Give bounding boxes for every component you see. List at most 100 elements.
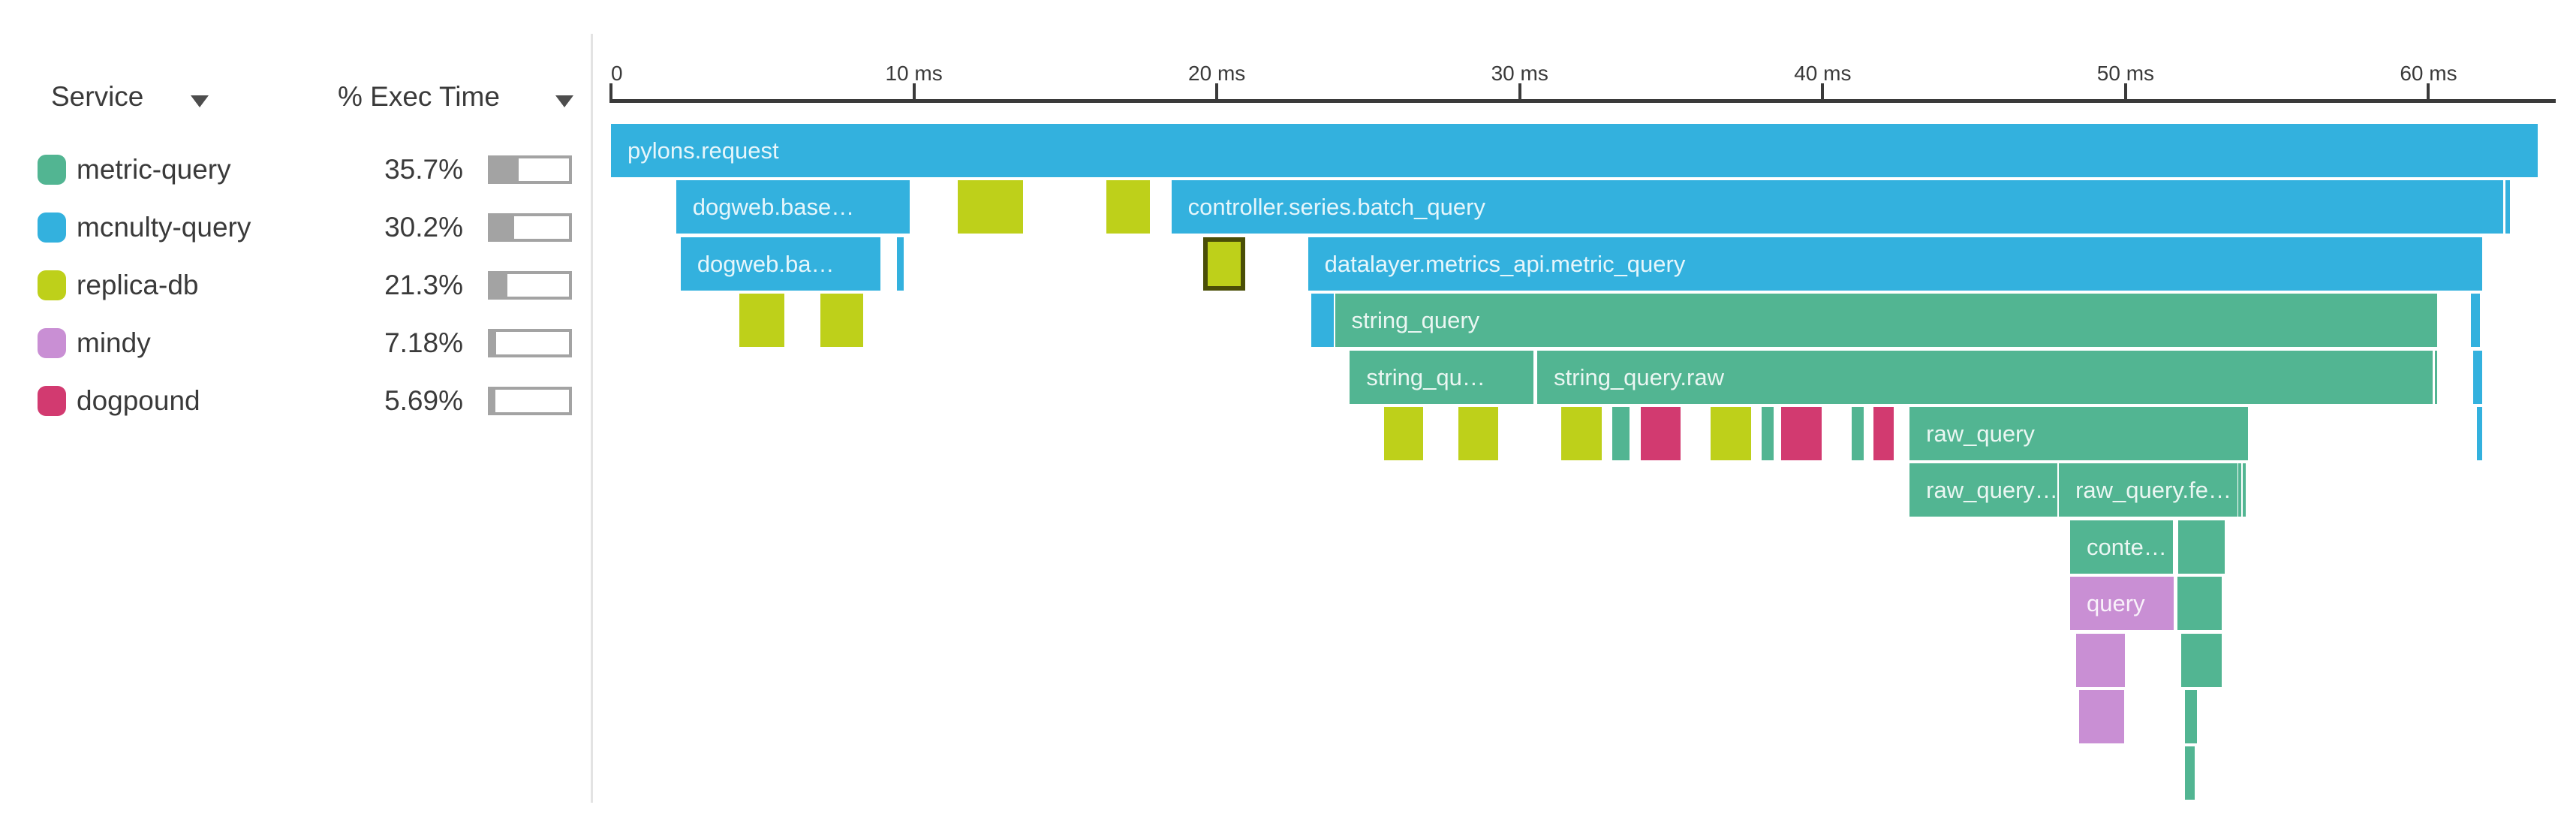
sort-arrow-icon[interactable] bbox=[191, 95, 209, 107]
axis-tick-mark bbox=[1821, 83, 1825, 103]
axis-tick-mark bbox=[1518, 83, 1521, 103]
flame-span[interactable] bbox=[1852, 407, 1864, 460]
flame-span[interactable] bbox=[1781, 407, 1822, 460]
service-row-mindy[interactable]: mindy 7.18% bbox=[0, 327, 591, 385]
column-header-service[interactable]: Service bbox=[51, 81, 144, 112]
flame-span[interactable] bbox=[896, 237, 904, 291]
flame-span[interactable] bbox=[1873, 407, 1894, 460]
service-color-swatch bbox=[38, 328, 66, 358]
axis-tick-mark bbox=[1215, 83, 1219, 103]
flame-span[interactable] bbox=[1612, 407, 1630, 460]
flame-span[interactable] bbox=[1711, 407, 1752, 460]
flame-span[interactable] bbox=[1384, 407, 1424, 460]
flame-row: dogweb.ba… datalayer.metrics_api.metric_q… bbox=[611, 237, 2556, 291]
flame-span-controller.series.batch_query[interactable]: controller.series.batch_query bbox=[1171, 180, 2503, 234]
flame-span-pylons.request[interactable]: pylons.request bbox=[611, 124, 2538, 177]
exec-time-gauge bbox=[488, 213, 572, 242]
flame-span[interactable] bbox=[1561, 407, 1602, 460]
service-panel: Service % Exec Time metric-query 35.7% mcn… bbox=[0, 0, 591, 838]
gauge-fill bbox=[491, 158, 519, 181]
flame-span[interactable] bbox=[2076, 633, 2126, 687]
gauge-fill bbox=[491, 216, 515, 239]
service-exec-time-value: 5.69% bbox=[384, 385, 463, 416]
flame-row: string_qu… string_query.raw bbox=[611, 350, 2556, 404]
service-exec-time-value: 30.2% bbox=[384, 212, 463, 243]
axis-tick-mark bbox=[609, 83, 612, 103]
flame-span[interactable] bbox=[2472, 350, 2482, 404]
flame-span[interactable] bbox=[2177, 577, 2222, 631]
flame-span-raw_query.fe[interactable]: raw_query.fe… bbox=[2059, 463, 2237, 517]
flame-span[interactable] bbox=[2476, 407, 2482, 460]
axis-tick-label: 40 ms bbox=[1794, 62, 1852, 85]
flame-row bbox=[611, 690, 2556, 743]
service-color-swatch bbox=[38, 270, 66, 300]
service-row-replica-db[interactable]: replica-db 21.3% bbox=[0, 270, 591, 327]
service-name: mindy bbox=[77, 327, 151, 358]
flame-span-raw_query[interactable]: raw_query… bbox=[1909, 463, 2058, 517]
flame-span[interactable] bbox=[2180, 633, 2222, 687]
flame-row bbox=[611, 746, 2556, 800]
axis-tick-label: 30 ms bbox=[1491, 62, 1548, 85]
flame-row bbox=[611, 633, 2556, 687]
exec-time-gauge bbox=[488, 329, 572, 357]
flame-span[interactable] bbox=[2470, 294, 2480, 348]
flame-span-dogweb.ba[interactable]: dogweb.ba… bbox=[680, 237, 880, 291]
flame-span[interactable] bbox=[739, 294, 784, 348]
axis-tick-label: 60 ms bbox=[2400, 62, 2457, 85]
flame-span[interactable] bbox=[2185, 690, 2197, 743]
sort-arrow-icon[interactable] bbox=[555, 95, 573, 107]
flame-span[interactable] bbox=[2185, 746, 2195, 800]
service-name: metric-query bbox=[77, 154, 231, 185]
flame-graph: 0 10 ms 20 ms 30 ms 40 ms 50 ms 60 ms pylons.r… bbox=[609, 0, 2556, 838]
service-name: dogpound bbox=[77, 385, 200, 416]
service-exec-time-value: 35.7% bbox=[384, 154, 463, 185]
column-header-exec-time[interactable]: % Exec Time bbox=[338, 81, 500, 112]
flame-span[interactable] bbox=[1202, 237, 1246, 291]
axis-tick-mark bbox=[2427, 83, 2430, 103]
flame-row: string_query bbox=[611, 294, 2556, 348]
flame-span[interactable] bbox=[1762, 407, 1774, 460]
axis-tick-mark bbox=[912, 83, 916, 103]
flame-span-datalayer.metrics_api.metric_query[interactable]: datalayer.metrics_api.metric_query bbox=[1308, 237, 2482, 291]
gauge-fill bbox=[491, 274, 508, 297]
flame-row: raw_query… raw_query.fe… bbox=[611, 463, 2556, 517]
service-row-metric-query[interactable]: metric-query 35.7% bbox=[0, 154, 591, 212]
flame-span[interactable] bbox=[957, 180, 1023, 234]
axis-tick-label: 20 ms bbox=[1188, 62, 1246, 85]
flame-span[interactable] bbox=[2079, 690, 2124, 743]
flame-span-query[interactable]: query bbox=[2070, 577, 2174, 631]
flame-span-string_query.raw[interactable]: string_query.raw bbox=[1537, 350, 2433, 404]
flame-span[interactable] bbox=[2242, 463, 2246, 517]
flame-span-string_query[interactable]: string_query bbox=[1335, 294, 2437, 348]
service-row-mcnulty-query[interactable]: mcnulty-query 30.2% bbox=[0, 212, 591, 270]
flame-span[interactable] bbox=[2505, 180, 2510, 234]
axis-tick-label: 10 ms bbox=[885, 62, 943, 85]
flame-span[interactable] bbox=[820, 294, 863, 348]
flame-span[interactable] bbox=[1311, 294, 1334, 348]
service-color-swatch bbox=[38, 213, 66, 243]
axis-tick-mark bbox=[2123, 83, 2127, 103]
service-exec-time-value: 21.3% bbox=[384, 270, 463, 300]
flame-row: raw_query bbox=[611, 407, 2556, 460]
flame-row: conte… bbox=[611, 520, 2556, 574]
flame-span[interactable] bbox=[1641, 407, 1681, 460]
panel-divider bbox=[591, 34, 593, 803]
flame-span-conte[interactable]: conte… bbox=[2070, 520, 2173, 574]
flame-span-string_qu[interactable]: string_qu… bbox=[1350, 350, 1534, 404]
flame-row: dogweb.base… controller.series.batch_quer… bbox=[611, 180, 2556, 234]
exec-time-gauge bbox=[488, 155, 572, 184]
service-exec-time-value: 7.18% bbox=[384, 327, 463, 358]
flame-span-raw_query[interactable]: raw_query bbox=[1909, 407, 2248, 460]
flame-row: pylons.request bbox=[611, 124, 2556, 177]
flame-span[interactable] bbox=[2434, 350, 2437, 404]
service-row-dogpound[interactable]: dogpound 5.69% bbox=[0, 385, 591, 443]
flame-span[interactable] bbox=[2237, 463, 2241, 517]
flame-span[interactable] bbox=[1106, 180, 1150, 234]
flame-span[interactable] bbox=[1458, 407, 1499, 460]
exec-time-gauge bbox=[488, 387, 572, 415]
flame-span-dogweb.base[interactable]: dogweb.base… bbox=[676, 180, 910, 234]
flame-span[interactable] bbox=[2177, 520, 2225, 574]
exec-time-gauge bbox=[488, 271, 572, 300]
gauge-fill bbox=[491, 332, 497, 354]
flame-row: query bbox=[611, 577, 2556, 631]
